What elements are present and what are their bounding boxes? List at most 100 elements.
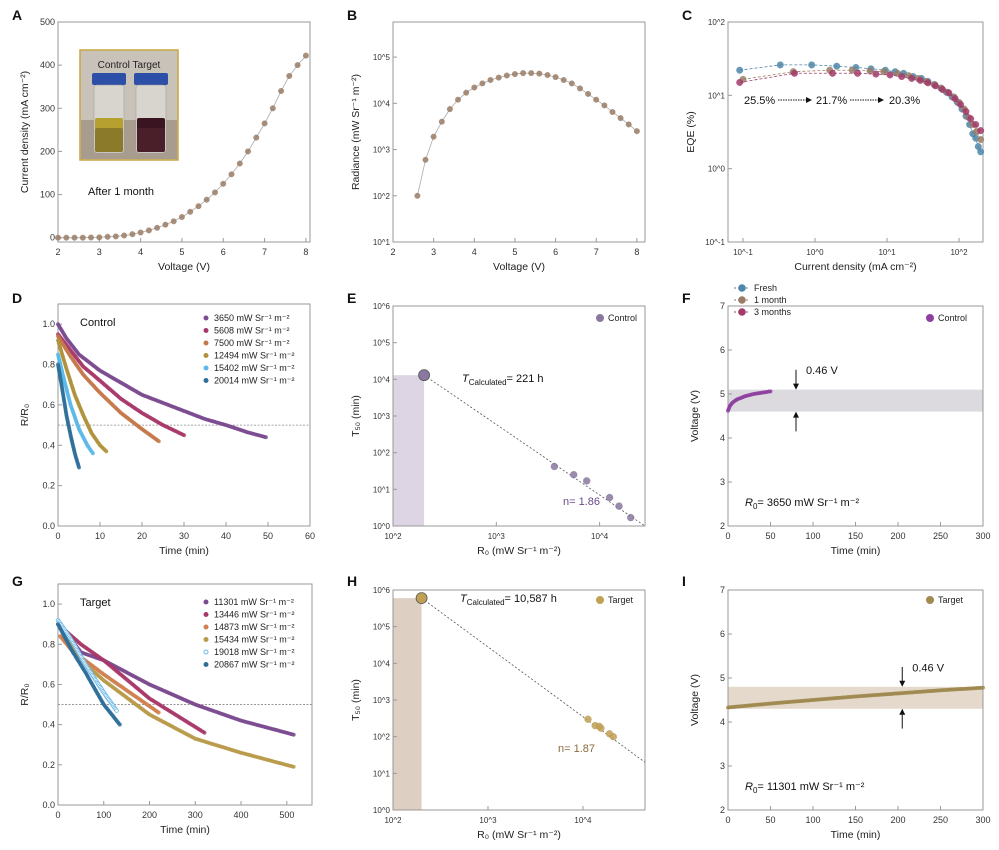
legend-item: 3 months — [734, 307, 792, 317]
legend-item: 3650 mW Sr⁻¹ m⁻² — [203, 313, 290, 323]
y-tick-label: 0.0 — [42, 521, 55, 531]
x-axis-label: Time (min) — [159, 545, 209, 557]
data-point — [90, 451, 95, 456]
legend-label: Control — [608, 313, 637, 323]
data-point — [577, 85, 583, 92]
y-tick-label: 6 — [720, 345, 725, 355]
data-point — [291, 732, 296, 737]
y-axis-label: EQE (%) — [685, 111, 697, 152]
inset-photo: Control Target — [79, 49, 179, 161]
y-tick-label: 2 — [720, 805, 725, 815]
series-1 month — [739, 66, 985, 143]
data-point — [112, 233, 119, 240]
data-point — [269, 105, 276, 112]
series-Target — [726, 685, 985, 710]
y-tick-label: 3 — [720, 477, 725, 487]
x-tick-label: 300 — [975, 815, 990, 825]
y-tick-label: 10^-1 — [705, 238, 725, 247]
data-point — [601, 102, 608, 109]
legend-marker — [203, 340, 209, 346]
data-point — [552, 74, 559, 81]
legend-item: 5608 mW Sr⁻¹ m⁻² — [203, 326, 290, 336]
legend-item: 13446 mW Sr⁻¹ m⁻² — [203, 610, 295, 620]
x-tick-label: 150 — [848, 531, 863, 541]
data-point — [96, 234, 103, 241]
series-line — [739, 64, 982, 152]
panel-label: H — [347, 573, 357, 589]
data-point — [945, 89, 953, 97]
italic-part: T — [462, 373, 470, 385]
arrow-head-icon — [878, 97, 884, 103]
legend-label: 20867 mW Sr⁻¹ m⁻² — [214, 660, 295, 670]
data-point — [633, 128, 640, 135]
sample-label: Control — [80, 317, 115, 329]
data-point — [593, 96, 600, 103]
legend-item: 19018 mW Sr⁻¹ m⁻² — [203, 647, 295, 657]
panel-label: F — [682, 290, 691, 306]
data-point — [736, 78, 744, 86]
x-axis-label: Current density (mA cm⁻²) — [794, 261, 916, 273]
arrow-down-icon — [793, 383, 799, 390]
data-point — [908, 74, 916, 82]
x-tick-label: 0 — [725, 531, 730, 541]
data-point — [479, 80, 486, 87]
x-tick-label: 10^4 — [591, 532, 609, 541]
data-point — [939, 86, 946, 93]
y-tick-label: 300 — [40, 103, 55, 113]
x-tick-label: 5 — [512, 247, 517, 257]
vial-cap-icon — [134, 73, 168, 85]
x-tick-label: 10 — [95, 531, 105, 541]
legend-marker — [203, 328, 209, 333]
subscript: 0 — [753, 502, 758, 511]
legend-item: Fresh — [734, 283, 777, 293]
plot-frame — [57, 583, 313, 806]
y-tick-label: 0.2 — [42, 481, 55, 491]
series-12494 mW Sr⁻¹ m⁻² — [56, 338, 109, 454]
data-point — [212, 189, 218, 196]
text-part: = 3650 mW Sr⁻¹ m⁻² — [757, 497, 859, 509]
data-point — [924, 79, 932, 87]
y-tick-label: 4 — [720, 717, 725, 727]
data-point — [977, 136, 985, 143]
data-point — [154, 224, 161, 231]
eqe-value: 20.3% — [889, 95, 920, 107]
vial-liquid-dark — [95, 128, 123, 152]
data-point — [550, 462, 559, 471]
data-point — [55, 234, 61, 241]
voltage-change-label: 0.46 V — [912, 662, 944, 674]
data-point — [627, 513, 635, 522]
data-point — [617, 115, 624, 122]
data-point — [446, 106, 453, 113]
data-point — [195, 203, 202, 210]
data-point — [88, 234, 94, 241]
calculated-point — [418, 369, 430, 382]
data-point — [609, 109, 616, 115]
y-tick-label: 10^5 — [373, 623, 391, 632]
data-point — [463, 89, 470, 96]
y-axis-label: Radiance (mW Sr⁻¹ m⁻²) — [350, 74, 362, 190]
x-axis-label: Voltage (V) — [493, 261, 545, 273]
data-point — [560, 77, 567, 83]
legend-label: 19018 mW Sr⁻¹ m⁻² — [214, 647, 295, 657]
legend-marker — [203, 612, 209, 617]
y-tick-label: 0.8 — [42, 360, 55, 370]
legend-marker — [738, 284, 746, 292]
y-tick-label: 7 — [720, 301, 725, 311]
legend-marker — [203, 662, 209, 667]
y-axis-label: Current density (mA cm⁻²) — [19, 71, 31, 193]
data-point — [854, 69, 862, 77]
panel-label: D — [12, 290, 22, 306]
y-tick-label: 0.6 — [42, 679, 55, 689]
series-7500 mW Sr⁻¹ m⁻² — [56, 334, 161, 444]
x-tick-label: 100 — [805, 531, 820, 541]
legend-label: 7500 mW Sr⁻¹ m⁻² — [214, 338, 290, 348]
data-point — [511, 71, 518, 78]
x-tick-label: 7 — [262, 247, 267, 257]
data-point — [962, 108, 970, 116]
x-axis-label: Time (min) — [831, 829, 881, 841]
y-tick-label: 0.6 — [42, 400, 55, 410]
series-Fresh — [736, 61, 985, 156]
series-13446 mW Sr⁻¹ m⁻² — [56, 622, 207, 735]
legend-label: 5608 mW Sr⁻¹ m⁻² — [214, 326, 290, 336]
x-tick-label: 100 — [805, 815, 820, 825]
